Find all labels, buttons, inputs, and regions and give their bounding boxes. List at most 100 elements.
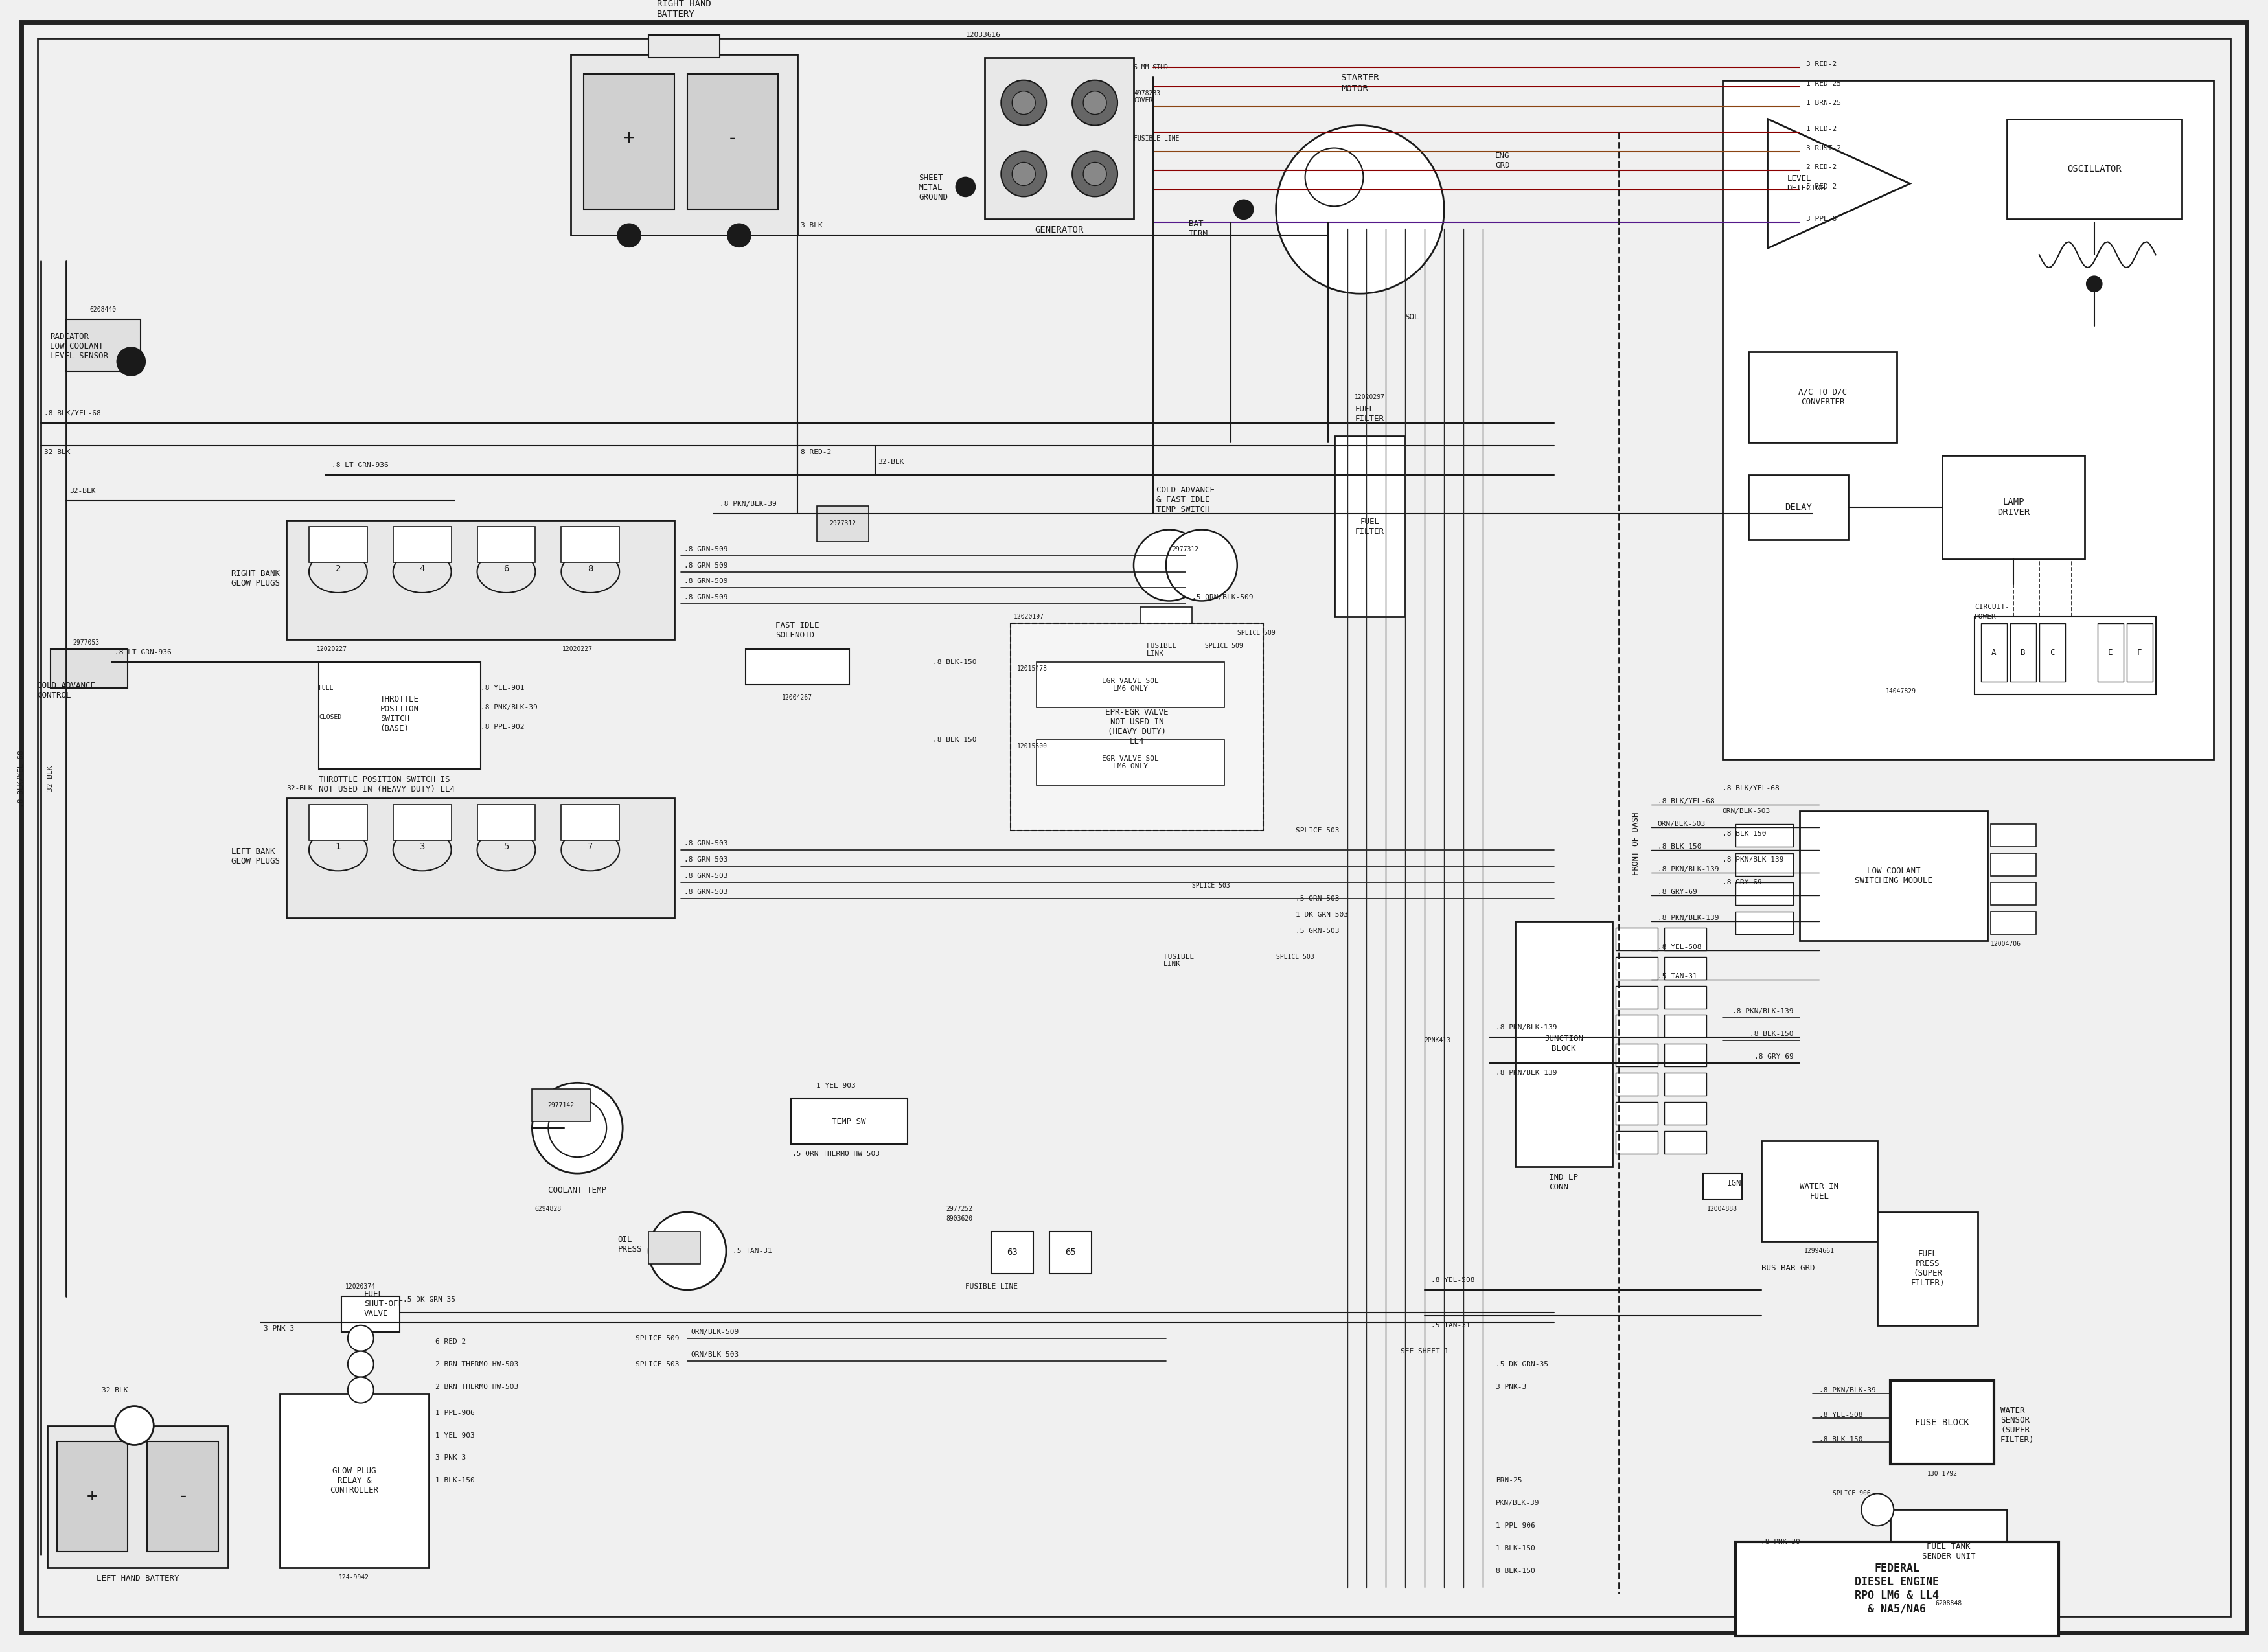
Bar [476, 527, 535, 562]
Circle shape [347, 1378, 374, 1403]
Text: 2977053: 2977053 [73, 639, 100, 646]
Circle shape [1304, 149, 1363, 206]
Text: 1 PPL-906: 1 PPL-906 [1497, 1523, 1535, 1530]
Bar [1991, 882, 2037, 905]
Text: .8 BLK/YEL-68: .8 BLK/YEL-68 [1658, 798, 1715, 805]
Text: A: A [1991, 648, 1996, 657]
Text: FUSIBLE
LINK: FUSIBLE LINK [1163, 953, 1195, 968]
Text: BUS BAR GRD: BUS BAR GRD [1762, 1264, 1814, 1272]
Bar [2039, 623, 2066, 682]
Text: 1 RED-2: 1 RED-2 [1805, 126, 1837, 132]
Circle shape [649, 1213, 726, 1290]
Text: 6294828: 6294828 [535, 1206, 562, 1213]
Text: -: - [177, 1488, 188, 1507]
Text: .8 GRN-503: .8 GRN-503 [685, 872, 728, 879]
Bar [1735, 1541, 2059, 1635]
Text: .5 TAN-31: .5 TAN-31 [1658, 973, 1696, 980]
Text: C: C [2050, 648, 2055, 657]
Text: .5 GRN-503: .5 GRN-503 [1295, 927, 1338, 933]
Bar [1735, 824, 1794, 847]
Bar [1665, 957, 1706, 980]
Text: .8 GRY-69: .8 GRY-69 [1721, 879, 1762, 885]
Text: 2977312: 2977312 [830, 520, 855, 527]
Text: BRN-25: BRN-25 [1497, 1477, 1522, 1483]
Text: 2 RED-2: 2 RED-2 [1805, 164, 1837, 170]
Bar [392, 805, 451, 841]
Text: .8 PNK/BLK-39: .8 PNK/BLK-39 [481, 704, 538, 710]
Text: 2977312: 2977312 [1173, 545, 1200, 552]
Bar [533, 1089, 590, 1122]
Text: .8 GRN-509: .8 GRN-509 [685, 595, 728, 601]
Circle shape [1234, 200, 1254, 220]
Bar [687, 74, 778, 210]
Bar [1892, 1510, 2007, 1594]
Bar [560, 527, 619, 562]
Bar [286, 520, 674, 639]
Text: .8 GRN-509: .8 GRN-509 [685, 545, 728, 552]
Text: JUNCTION
BLOCK: JUNCTION BLOCK [1545, 1034, 1583, 1052]
Bar [1991, 824, 2037, 847]
Text: FUEL TANK
SENDER UNIT: FUEL TANK SENDER UNIT [1921, 1543, 1975, 1561]
Bar [476, 805, 535, 841]
Text: .8 LT GRN-936: .8 LT GRN-936 [116, 649, 172, 656]
Circle shape [1000, 152, 1046, 197]
Text: 7: 7 [587, 843, 592, 851]
Bar [1980, 623, 2007, 682]
Text: E: E [2107, 648, 2114, 657]
Bar [1941, 456, 2084, 558]
Text: 32 BLK: 32 BLK [102, 1386, 127, 1393]
Circle shape [1012, 91, 1036, 114]
Text: 5: 5 [503, 843, 508, 851]
Circle shape [617, 223, 642, 248]
Circle shape [1277, 126, 1445, 294]
Bar [2127, 623, 2152, 682]
Bar [2098, 623, 2123, 682]
Text: 12994661: 12994661 [1803, 1247, 1835, 1254]
Text: 8 RED-2: 8 RED-2 [801, 449, 830, 456]
Bar [984, 58, 1134, 220]
Text: THROTTLE POSITION SWITCH IS
NOT USED IN (HEAVY DUTY) LL4: THROTTLE POSITION SWITCH IS NOT USED IN … [320, 775, 454, 793]
Text: IND LP
CONN: IND LP CONN [1549, 1173, 1579, 1191]
Text: .8 PKN/BLK-139: .8 PKN/BLK-139 [1721, 856, 1783, 862]
Text: WATER
SENSOR
(SUPER
FILTER): WATER SENSOR (SUPER FILTER) [2000, 1406, 2034, 1444]
Text: .8 BLK/YEL-68: .8 BLK/YEL-68 [43, 410, 100, 416]
Bar [1762, 1142, 1878, 1241]
Bar [320, 662, 481, 770]
Text: CIRCUIT-: CIRCUIT- [1975, 605, 2009, 611]
Text: FUEL
SHUT-OFF
VALVE: FUEL SHUT-OFF VALVE [363, 1290, 404, 1318]
Text: 12004267: 12004267 [782, 694, 812, 700]
Text: -: - [726, 129, 739, 147]
Text: B: B [2021, 648, 2025, 657]
Text: .8 GRN-503: .8 GRN-503 [685, 856, 728, 862]
Text: 3 PNK-3: 3 PNK-3 [263, 1325, 295, 1332]
Bar [792, 1099, 907, 1145]
Text: .8 BLK-150: .8 BLK-150 [932, 737, 978, 743]
Text: 3 PPL-6: 3 PPL-6 [1805, 216, 1837, 223]
Text: .8 PKN/BLK-39: .8 PKN/BLK-39 [1819, 1386, 1876, 1393]
Circle shape [1073, 152, 1118, 197]
Text: 1 YEL-903: 1 YEL-903 [435, 1432, 474, 1439]
Text: .8 PKN/BLK-139: .8 PKN/BLK-139 [1658, 866, 1719, 872]
Text: .8 LT GRN-936: .8 LT GRN-936 [331, 463, 388, 468]
Text: LEFT BANK
GLOW PLUGS: LEFT BANK GLOW PLUGS [231, 847, 279, 866]
Text: 3: 3 [420, 843, 424, 851]
Text: .8 GRN-503: .8 GRN-503 [685, 889, 728, 895]
Text: OIL
PRESS: OIL PRESS [617, 1236, 642, 1254]
Bar [1615, 1014, 1658, 1037]
Text: RIGHT BANK
GLOW PLUGS: RIGHT BANK GLOW PLUGS [231, 570, 279, 586]
Text: .8 BLK-150: .8 BLK-150 [1819, 1436, 1862, 1442]
Circle shape [549, 1099, 606, 1156]
Bar [1615, 986, 1658, 1008]
Text: 63: 63 [1007, 1247, 1018, 1257]
Text: 4: 4 [420, 563, 424, 573]
Text: 6 RED-2: 6 RED-2 [435, 1338, 465, 1345]
Text: 14047829: 14047829 [1887, 689, 1916, 694]
Circle shape [2087, 276, 2102, 292]
Circle shape [347, 1325, 374, 1351]
Text: 8903620: 8903620 [946, 1216, 973, 1222]
Text: 12015500: 12015500 [1018, 743, 1048, 750]
Text: 3 BLK: 3 BLK [801, 223, 823, 230]
Text: .5 ORN THERMO HW-503: .5 ORN THERMO HW-503 [792, 1151, 880, 1156]
Text: FEDERAL
DIESEL ENGINE
RPO LM6 & LL4
& NA5/NA6: FEDERAL DIESEL ENGINE RPO LM6 & LL4 & NA… [1855, 1563, 1939, 1616]
Text: IGN: IGN [1728, 1180, 1742, 1188]
